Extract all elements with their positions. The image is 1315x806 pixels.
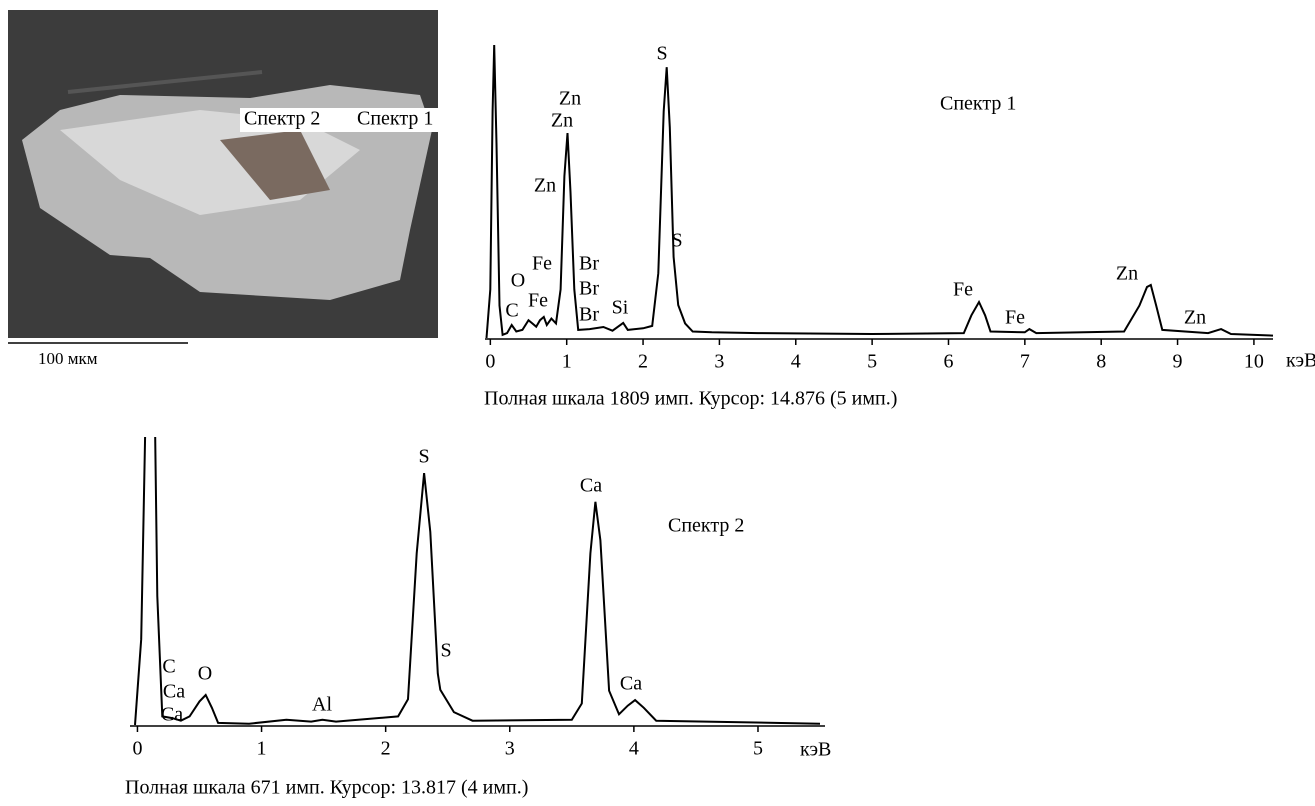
x-tick-label: 7 [1020, 351, 1030, 373]
peak-label: C [162, 656, 175, 678]
peak-label: Zn [1116, 263, 1138, 285]
peak-label: O [198, 663, 212, 685]
peak-label: Zn [551, 110, 573, 132]
peak-label: S [656, 43, 667, 65]
caption: Полная шкала 1809 имп. Курсор: 14.876 (5… [484, 388, 897, 410]
x-tick-label: 5 [867, 351, 877, 373]
peak-label: Ca [580, 475, 602, 497]
x-tick-label: 1 [562, 351, 572, 373]
x-tick-label: 5 [753, 738, 763, 760]
x-tick-label: 4 [791, 351, 801, 373]
peak-label: Br [579, 253, 599, 275]
spectrum-label-box [240, 108, 440, 132]
peak-label: Br [579, 304, 599, 326]
peak-label: Zn [1184, 307, 1206, 329]
x-tick-label: 4 [629, 738, 639, 760]
x-tick-label: 9 [1173, 351, 1183, 373]
x-tick-label: 2 [638, 351, 648, 373]
peak-label: Ca [161, 704, 183, 726]
x-tick-label: 3 [714, 351, 724, 373]
peak-label: Fe [953, 279, 973, 301]
x-tick-label: 0 [132, 738, 142, 760]
spectrum-label: Спектр 1 [357, 108, 433, 130]
sem-crystal [220, 130, 330, 200]
scale-bar-label: 100 мкм [38, 349, 98, 368]
peak-label: S [440, 640, 451, 662]
peak-label: O [511, 270, 525, 292]
sem-needle [67, 70, 263, 94]
spectrum-label: Спектр 2 [244, 108, 320, 130]
peak-label: S [418, 446, 429, 468]
peak-label: Zn [534, 175, 556, 197]
peak-label: Fe [528, 290, 548, 312]
sem-image: Спектр 2 Спектр 1 100 мкм [8, 10, 440, 368]
peak-label: C [505, 300, 518, 322]
peak-label: S [671, 230, 682, 252]
peak-label: Zn [559, 88, 581, 110]
peak-label: Br [579, 278, 599, 300]
x-tick-label: 0 [485, 351, 495, 373]
x-tick-label: 10 [1244, 351, 1264, 373]
peak-label: Ca [620, 673, 642, 695]
chart-title: Спектр 2 [668, 515, 744, 537]
x-axis-label: кэВ [800, 739, 831, 761]
x-tick-label: 6 [943, 351, 953, 373]
x-tick-label: 1 [257, 738, 267, 760]
spectrum-line [485, 44, 1274, 339]
caption: Полная шкала 671 имп. Курсор: 13.817 (4 … [125, 777, 528, 799]
spectrum-line [134, 437, 821, 726]
x-tick-label: 8 [1096, 351, 1106, 373]
peak-label: Ca [163, 681, 185, 703]
x-axis-label: кэВ [1286, 350, 1315, 372]
peak-label: Si [612, 297, 629, 319]
x-tick-label: 3 [505, 738, 515, 760]
peak-label: Al [312, 694, 332, 716]
chart-title: Спектр 1 [940, 93, 1016, 115]
peak-label: Fe [532, 253, 552, 275]
peak-label: Fe [1005, 307, 1025, 329]
x-tick-label: 2 [381, 738, 391, 760]
